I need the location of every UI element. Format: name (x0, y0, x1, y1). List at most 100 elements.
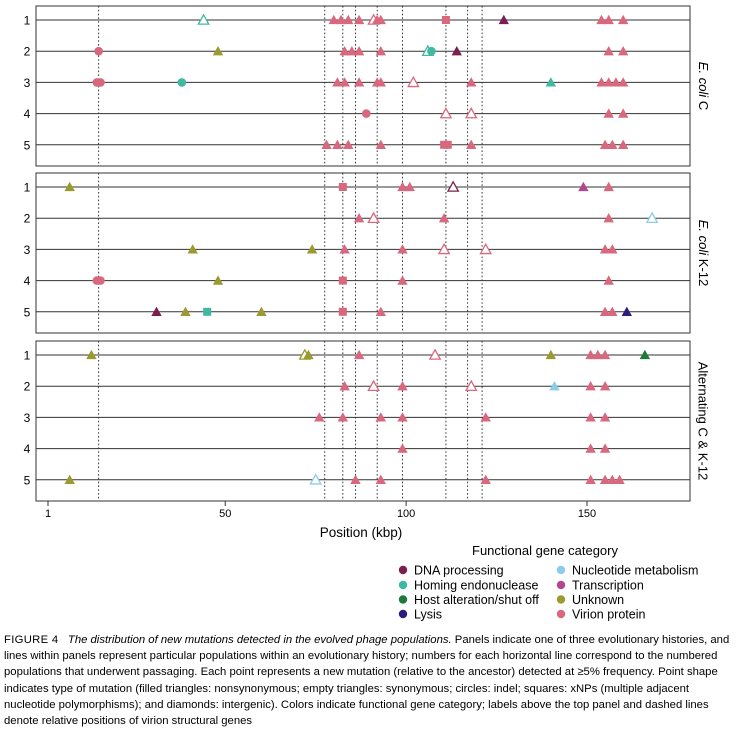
legend-label: Host alteration/shut off (414, 593, 539, 607)
mutation-point (332, 77, 343, 87)
mutation-point (617, 46, 629, 56)
population-label: 3 (24, 243, 31, 257)
legend-label: Lysis (414, 608, 442, 622)
population-label: 1 (24, 181, 31, 195)
mutation-point (603, 108, 614, 118)
mutation-point (439, 107, 453, 119)
mutation-point (397, 181, 408, 192)
mutation-point (332, 139, 343, 149)
mutation-point (645, 211, 659, 224)
mutation-point (545, 349, 557, 360)
legend-label: Homing endonuclease (414, 579, 538, 593)
mutation-point (339, 46, 350, 56)
mutation-point (545, 77, 557, 87)
mutation-point (607, 306, 618, 316)
legend-label: Nucleotide metabolism (572, 564, 698, 578)
mutation-point (446, 180, 460, 192)
mutation-point (464, 379, 478, 392)
mutation-point (64, 474, 75, 484)
mutation-point (339, 77, 350, 87)
mutation-point (603, 77, 614, 87)
population-label: 4 (24, 107, 31, 121)
figure-title: The distribution of new mutations detect… (67, 634, 452, 646)
mutation-point (197, 13, 210, 25)
panel-label: E. coli K-12 (696, 220, 711, 286)
legend-swatch (398, 580, 408, 590)
legend-label: Virion protein (572, 608, 645, 622)
mutation-point (375, 139, 387, 149)
mutation-point (585, 443, 596, 453)
panel-label: E. coli C (696, 62, 711, 110)
mutation-point (321, 139, 332, 149)
panel-frame (35, 340, 691, 502)
mutation-point (353, 349, 365, 360)
mutation-point (603, 213, 614, 223)
mutation-point (479, 242, 493, 255)
mutation-point (585, 381, 596, 391)
legend-label: Transcription (572, 579, 644, 593)
mutation-point (610, 77, 622, 87)
x-tick-label: 100 (397, 508, 415, 520)
mutation-point (303, 349, 314, 360)
mutation-point (599, 381, 611, 391)
mutation-point (397, 244, 408, 254)
mutation-point (639, 349, 651, 360)
population-label: 2 (24, 380, 31, 394)
mutation-point (404, 181, 415, 192)
mutation-point (437, 242, 451, 255)
panel-label: Alternating C & K-12 (696, 362, 711, 481)
legend: Functional gene category DNA processingH… (398, 543, 698, 622)
mutation-point (309, 473, 322, 485)
mutation-point (375, 77, 387, 87)
mutation-point (466, 139, 477, 149)
mutation-point (212, 46, 224, 56)
mutation-point (498, 14, 509, 25)
population-label: 4 (24, 274, 31, 288)
mutation-point (353, 46, 365, 56)
mutation-point (607, 244, 618, 254)
mutation-point (346, 46, 358, 56)
population-label: 2 (24, 212, 31, 226)
mutation-point (599, 306, 611, 316)
x-axis-label: Position (kbp) (320, 525, 403, 540)
panel-frame (35, 172, 691, 334)
mutation-point (603, 275, 614, 285)
mutation-point (96, 276, 105, 285)
mutation-point (599, 244, 611, 254)
legend-swatch (556, 595, 566, 604)
mutation-point (362, 109, 371, 118)
mutation-point (177, 78, 187, 87)
mutation-point (151, 306, 162, 316)
legend-item: Virion protein (556, 608, 645, 622)
mutation-point (617, 77, 629, 87)
mutation-point (596, 77, 607, 87)
mutation-point (306, 244, 318, 254)
mutation-point (343, 14, 354, 25)
mutation-point (314, 412, 325, 422)
mutation-point (256, 306, 267, 316)
mutation-point (428, 348, 442, 360)
mutation-point (375, 46, 387, 56)
mutation-point (397, 412, 408, 422)
mutation-point (180, 306, 191, 316)
mutation-point (397, 275, 408, 285)
mutation-point (339, 244, 350, 254)
mutation-point (96, 78, 105, 87)
mutation-point (94, 46, 103, 56)
mutation-point (343, 139, 354, 149)
population-label: 5 (24, 305, 31, 319)
mutation-point (599, 139, 611, 149)
legend-item: Transcription (556, 579, 644, 593)
x-tick-label: 1 (45, 508, 51, 520)
mutation-point (603, 46, 614, 56)
mutation-point (451, 46, 462, 56)
mutation-point (549, 381, 560, 391)
x-tick-label: 150 (578, 508, 596, 520)
mutation-point (585, 349, 596, 360)
mutation-point (438, 213, 450, 223)
mutation-point (338, 183, 347, 191)
mutation-point (592, 349, 604, 360)
mutation-point (603, 14, 614, 25)
population-label: 2 (24, 45, 31, 59)
